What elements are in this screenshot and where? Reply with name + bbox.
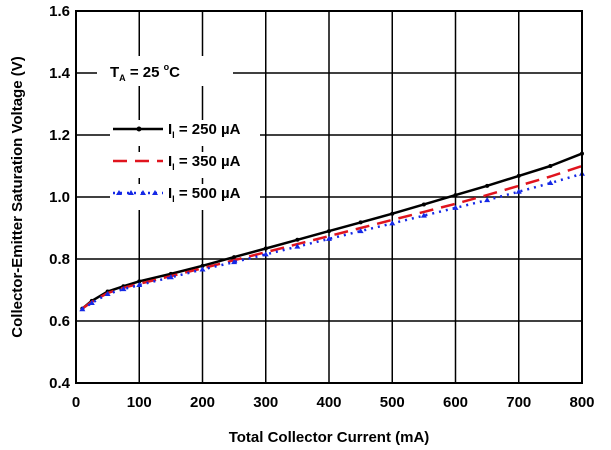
legend-value: = 250 µA (175, 121, 241, 138)
annotation-background (97, 56, 233, 86)
legend-subscript: I (172, 194, 175, 204)
plot-frame (75, 10, 583, 384)
annotation-degree: o (164, 62, 170, 72)
series-point-3 (547, 180, 554, 186)
series-point-3 (120, 286, 127, 292)
series-point-3 (515, 188, 522, 194)
series-point-3 (88, 300, 95, 306)
series-point-3 (136, 282, 143, 288)
series-point-3 (326, 235, 332, 241)
series-point-3 (262, 251, 269, 257)
legend-marker-3 (152, 190, 158, 195)
legend-marker-3 (140, 190, 146, 195)
x-tick-label: 200 (190, 394, 215, 411)
legend-symbol: I (168, 185, 172, 202)
legend-marker-3 (116, 190, 122, 195)
legend-value: = 350 µA (175, 153, 241, 170)
series-point-1 (327, 229, 331, 234)
legend-label-3: II = 500 µA (168, 185, 241, 204)
x-tick-label: 300 (253, 394, 278, 411)
legend-subscript: I (172, 162, 175, 172)
x-tick-label: 600 (443, 394, 468, 411)
x-axis-title: Total Collector Current (mA) (229, 429, 430, 446)
series-point-3 (79, 306, 86, 312)
y-tick-label: 1.4 (49, 65, 71, 82)
y-tick-label: 1.2 (49, 127, 70, 144)
legend-value: = 500 µA (175, 185, 241, 202)
series-point-3 (231, 259, 238, 265)
x-tick-label: 100 (127, 394, 152, 411)
legend-marker-1 (136, 126, 142, 132)
y-tick-label: 0.4 (49, 375, 71, 392)
legend-background (110, 184, 260, 210)
temperature-annotation: TA = 25 oC (110, 62, 180, 83)
legend-symbol: I (168, 153, 172, 170)
x-tick-label: 400 (316, 394, 341, 411)
legend-background (110, 120, 260, 146)
y-tick-label: 1.0 (49, 189, 70, 206)
annotation-unit: C (169, 64, 180, 81)
annotation-value: = 25 (126, 64, 164, 81)
y-tick-label: 0.6 (49, 313, 70, 330)
series-point-1 (548, 164, 553, 168)
series-point-1 (358, 220, 363, 225)
y-tick-label: 0.8 (49, 251, 70, 268)
series-point-1 (453, 193, 458, 198)
axis-ticks: 0 100 200 300 400 500 600 700 800 0.4 0.6 0.8 1.0 1.2… (49, 3, 594, 411)
series-point-1 (200, 263, 205, 268)
series-point-1 (516, 173, 521, 178)
y-tick-label: 1.6 (49, 3, 70, 20)
x-tick-label: 700 (506, 394, 531, 411)
series-point-1 (421, 202, 426, 207)
annotation-symbol: T (110, 64, 119, 81)
legend-symbol: I (168, 121, 172, 138)
series-point-1 (390, 211, 395, 216)
legend-marker-3 (128, 190, 134, 195)
series-point-3 (484, 197, 491, 203)
x-tick-label: 0 (72, 394, 80, 411)
series-point-3 (389, 220, 396, 226)
y-axis-title: Collector-Emitter Saturation Voltage (V) (9, 56, 26, 337)
annotation-subscript: A (119, 73, 126, 83)
series-point-1 (263, 246, 268, 251)
x-tick-label: 800 (569, 394, 594, 411)
series-point-3 (294, 243, 301, 249)
series-point-3 (104, 291, 111, 297)
legend-label-2: II = 350 µA (168, 153, 241, 172)
series-point-3 (357, 228, 364, 234)
series-point-3 (199, 266, 206, 272)
series-point-1 (232, 255, 237, 260)
series-point-3 (420, 212, 427, 218)
series-point-1 (137, 279, 142, 284)
legend-subscript: I (172, 130, 175, 140)
legend-label-1: II = 250 µA (168, 121, 241, 140)
series-point-1 (295, 237, 300, 242)
legend-background (110, 152, 260, 178)
series-point-3 (167, 274, 174, 280)
series-point-3 (452, 204, 459, 210)
series-point-1 (485, 183, 490, 188)
x-tick-label: 500 (380, 394, 405, 411)
series-layer (79, 151, 585, 312)
